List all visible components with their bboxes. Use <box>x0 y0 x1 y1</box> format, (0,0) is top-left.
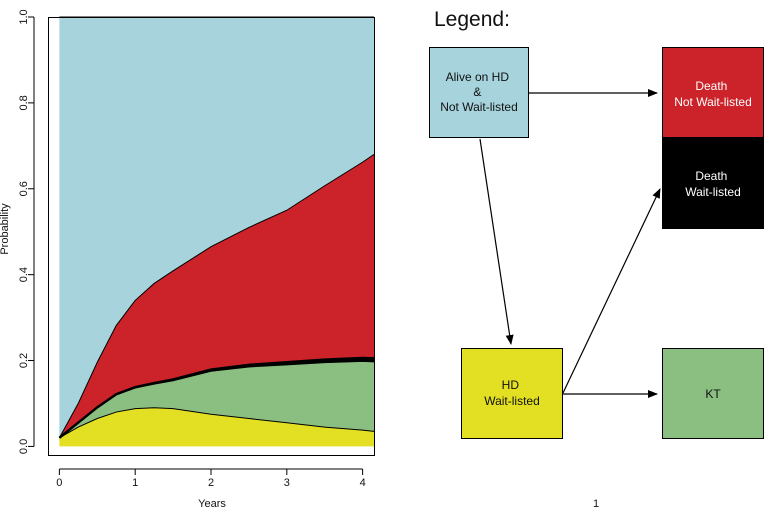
arrow-alive-to-hd-wl <box>479 138 514 345</box>
svg-text:Death Wait-listed: Death Wait-listed <box>685 169 741 199</box>
kt-box <box>662 348 764 439</box>
x-tick-label: 3 <box>284 477 290 489</box>
legend-box-hd-wait-listed: HD Wait-listed <box>461 348 563 439</box>
death-wl-line-1: Death <box>695 169 727 183</box>
x-tick-label: 1 <box>132 477 138 489</box>
boundary-death-not-wait-listed <box>58 153 375 439</box>
y-tick-label: 0.0 <box>18 439 30 454</box>
y-tick-label: 0.8 <box>18 95 30 110</box>
death-not-line-2: Not Wait-listed <box>674 95 752 109</box>
legend-title: Legend: <box>434 8 510 31</box>
boundary-hd-wait-listed <box>59 407 375 439</box>
hd-wait-listed-box <box>461 348 563 439</box>
y-tick-label: 1.0 <box>18 9 30 24</box>
legend-box-alive: Alive on HD & Not Wait-listed <box>429 47 529 138</box>
y-tick-label: 0.2 <box>18 353 30 368</box>
death-not-wait-listed-box <box>662 47 764 138</box>
svg-text:Death Not Wait-listed: Death Not Wait-listed <box>674 79 752 109</box>
kt-line-1: KT <box>705 387 721 401</box>
death-wait-listed-box <box>662 137 764 229</box>
boundary-death-wait-listed <box>58 356 375 439</box>
x-axis: 0 1 2 3 4 <box>56 468 366 489</box>
death-wl-line-2: Wait-listed <box>685 185 741 199</box>
x-tick-label: 2 <box>208 477 214 489</box>
area-kt <box>59 361 374 438</box>
legend-box-death-wait-listed: Death Wait-listed <box>662 137 764 229</box>
area-alive-on-hd-not-wait-listed <box>59 17 374 438</box>
legend-box-kt: KT <box>662 348 764 439</box>
area-hd-wait-listed <box>59 407 374 447</box>
x-tick-label: 0 <box>56 477 62 489</box>
footer-page-number: 1 <box>593 498 599 509</box>
svg-text:HD Wait-listed: HD Wait-listed <box>484 378 540 408</box>
arrow-hd-wl-to-death-wl <box>562 188 661 394</box>
x-axis-label: Years <box>198 498 226 509</box>
alive-box-line-3: Not Wait-listed <box>440 100 518 114</box>
hd-wl-line-2: Wait-listed <box>484 394 540 408</box>
legend-box-death-not-wait-listed: Death Not Wait-listed <box>662 47 764 138</box>
alive-box-line-1: Alive on HD <box>446 70 510 84</box>
alive-on-hd-box <box>429 47 529 138</box>
death-not-line-1: Death <box>695 79 727 93</box>
y-axis: 0.0 0.2 0.4 0.6 0.8 1.0 <box>18 9 35 454</box>
alive-box-line-2: & <box>473 85 481 99</box>
hd-wl-line-1: HD <box>502 378 520 392</box>
plot-frame <box>48 17 375 456</box>
y-tick-label: 0.6 <box>18 181 30 196</box>
area-death-not-wait-listed <box>59 154 374 438</box>
x-tick-label: 4 <box>360 477 366 489</box>
y-axis-label: Probability <box>0 203 11 255</box>
svg-text:KT: KT <box>705 387 721 401</box>
y-tick-label: 0.4 <box>18 267 30 282</box>
svg-text:Alive on HD & Not: Alive on HD & Not Wait-listed <box>440 70 518 114</box>
area-layers <box>59 17 374 447</box>
